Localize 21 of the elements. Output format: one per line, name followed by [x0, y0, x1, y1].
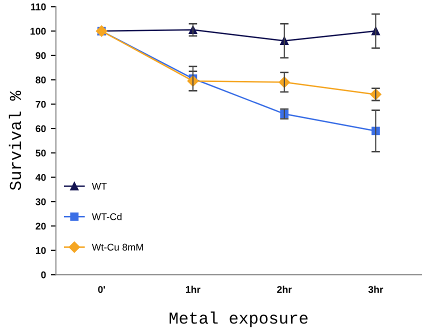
y-tick-label: 70: [36, 100, 46, 108]
y-tick-label: 40: [36, 174, 46, 181]
y-tick-label: 60: [36, 125, 46, 132]
x-tick-label: 0': [98, 286, 105, 293]
x-axis-title: Metal exposure: [170, 312, 308, 328]
y-tick-label: 50: [36, 150, 46, 156]
y-axis-title: Survival %: [8, 90, 22, 190]
y-tick-label: 0: [41, 271, 46, 278]
y-tick-label: 30: [36, 198, 46, 206]
x-tick-label: 3hr: [368, 286, 384, 293]
y-tick-label: 100: [30, 28, 46, 35]
y-tick-label: 110: [31, 3, 46, 10]
x-tick-label: 1hr: [186, 286, 200, 293]
y-tick-label: 80: [36, 76, 46, 84]
y-tick-label: 90: [36, 52, 46, 60]
legend-label: Wt-Cu 8mM: [92, 244, 143, 251]
x-tick-label: 2hr: [277, 286, 292, 293]
y-tick-label: 20: [36, 222, 46, 230]
legend-label: WT-Cd: [92, 213, 122, 220]
legend-label: WT: [92, 182, 107, 190]
y-tick-label: 10: [36, 247, 46, 254]
